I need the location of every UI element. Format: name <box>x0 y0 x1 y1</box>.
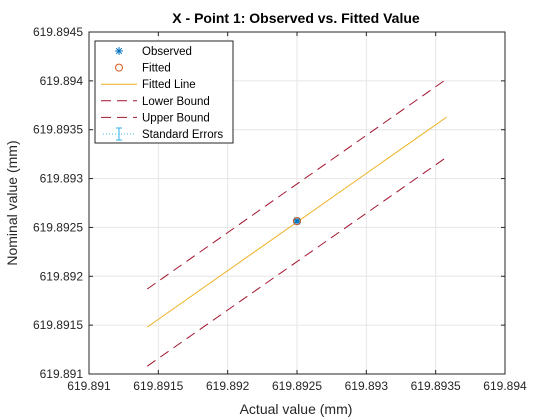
legend-label: Upper Bound <box>142 112 210 124</box>
x-tick-label: 619.8935 <box>411 379 461 393</box>
y-tick-label: 619.8925 <box>33 220 83 234</box>
legend: Observed Fitted Fitted Line Lower Bound Uppe… <box>94 40 234 144</box>
x-axis-label: Actual value (mm) <box>240 401 353 417</box>
legend-label: Fitted Line <box>142 79 196 91</box>
asterisk-stroke <box>115 47 123 55</box>
legend-label: Observed <box>142 46 192 58</box>
y-axis-label: Nominal value (mm) <box>4 140 20 265</box>
legend-fitted-marker <box>115 63 123 72</box>
legend-observed-marker <box>115 47 123 55</box>
y-tick-label: 619.891 <box>40 367 84 381</box>
legend-label: Lower Bound <box>142 96 210 108</box>
legend-label: Standard Errors <box>142 129 223 141</box>
y-tick-label: 619.8945 <box>33 25 83 39</box>
x-tick-label: 619.8915 <box>133 379 183 393</box>
lower-bound-line <box>146 156 448 367</box>
x-tick-label: 619.893 <box>345 379 389 393</box>
x-tick-label: 619.8925 <box>272 379 322 393</box>
fitted-point <box>293 217 301 226</box>
legend-label: Fitted <box>142 63 171 75</box>
upper-bound-line <box>146 78 448 290</box>
axes-box <box>88 31 506 375</box>
legend-box <box>94 40 234 144</box>
x-tick-label: 619.891 <box>67 379 111 393</box>
y-tick-label: 619.894 <box>40 74 84 88</box>
x-tick-label: 619.894 <box>483 379 527 393</box>
observed-point <box>293 217 301 226</box>
chart-title: X - Point 1: Observed vs. Fitted Value <box>172 10 420 26</box>
asterisk-stroke <box>293 217 301 225</box>
x-tick-label: 619.892 <box>206 379 250 393</box>
y-tick-label: 619.893 <box>40 172 84 186</box>
y-tick-label: 619.8935 <box>33 123 83 137</box>
y-tick-label: 619.8915 <box>33 318 83 332</box>
legend-error-swatch <box>103 127 135 141</box>
y-tick-label: 619.892 <box>40 269 84 283</box>
